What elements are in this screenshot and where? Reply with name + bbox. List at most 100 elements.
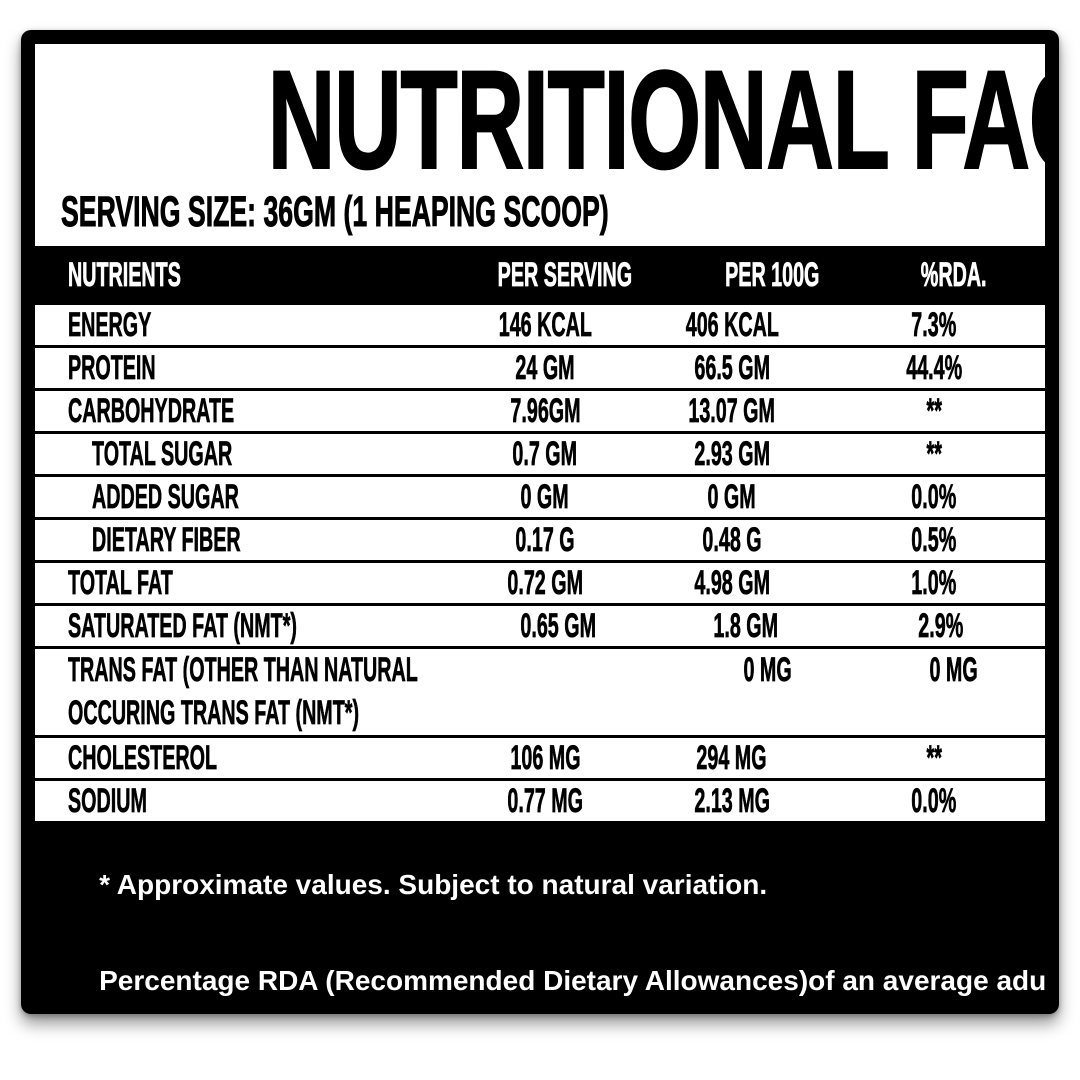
per-100g-value: 294 MG: [696, 738, 768, 777]
table-row: TOTAL FAT 0.72 GM 4.98 GM 1.0%: [35, 563, 1045, 606]
per-100g-cell: 0 GM: [641, 477, 823, 517]
per-100g-cell: 0 MG: [863, 649, 1045, 692]
per-100g-cell: 0.48 G: [641, 520, 823, 560]
nutrient-name: SATURATED FAT (NMT*): [68, 606, 297, 645]
per-serving-value: 0 GM: [520, 477, 570, 516]
per-serving-value: 7.96GM: [509, 391, 581, 430]
per-100g-cell: 294 MG: [641, 738, 823, 778]
rda-value: 0.0%: [911, 781, 957, 820]
header-label-rda: %RDA.: [920, 256, 987, 295]
header-cell-per-100g: PER 100G: [681, 256, 863, 295]
rda-cell: **: [823, 434, 1045, 474]
rda-value: 2.9%: [918, 606, 964, 645]
nutrient-name: PROTEIN: [68, 348, 156, 387]
per-100g-value: 2.13 MG: [694, 781, 770, 820]
nutrient-name: CARBOHYDRATE: [68, 391, 235, 430]
per-serving-cell: 0.77 MG: [449, 781, 641, 821]
serving-size-text: SERVING SIZE: 36GM (1 HEAPING SCOOP): [61, 188, 609, 237]
per-100g-value: 13.07 GM: [688, 391, 776, 430]
nutrient-name: ADDED SUGAR: [92, 477, 239, 516]
rda-cell: 0.0%: [1045, 649, 1046, 692]
table-row: PROTEIN 24 GM 66.5 GM 44.4%: [35, 348, 1045, 391]
per-serving-value: 0 MG: [742, 651, 792, 690]
per-serving-cell: 0 GM: [449, 477, 641, 517]
nutrient-name-cell: CHOLESTEROL: [35, 738, 449, 778]
table-row: SODIUM 0.77 MG 2.13 MG 0.0%: [35, 781, 1045, 824]
per-100g-value: 1.8 GM: [713, 606, 778, 645]
table-row: TOTAL SUGAR 0.7 GM 2.93 GM **: [35, 434, 1045, 477]
nutrient-name-cell: TOTAL FAT: [35, 563, 449, 603]
per-100g-cell: 2.93 GM: [641, 434, 823, 474]
nutrient-name-cell: CARBOHYDRATE: [35, 391, 449, 431]
header-cell-nutrients: NUTRIENTS: [35, 256, 449, 295]
per-100g-value: 0 GM: [707, 477, 757, 516]
per-serving-value: 0.65 GM: [520, 606, 597, 645]
table-body: ENERGY 146 KCAL 406 KCAL 7.3% PROTEIN 24…: [35, 305, 1045, 824]
nutrient-name-cell: ADDED SUGAR: [35, 477, 449, 517]
per-serving-cell: 0.72 GM: [449, 563, 641, 603]
nutrient-name-cell: SATURATED FAT (NMT*): [35, 606, 463, 646]
per-serving-value: 24 GM: [515, 348, 575, 387]
per-serving-cell: 7.96GM: [449, 391, 641, 431]
header-label-per-serving: PER SERVING: [497, 256, 633, 295]
per-serving-value: 0.17 G: [515, 520, 575, 559]
per-100g-cell: 4.98 GM: [641, 563, 823, 603]
rda-value: **: [926, 434, 942, 473]
table-row: DIETARY FIBER 0.17 G 0.48 G 0.5%: [35, 520, 1045, 563]
nutrition-label: NUTRITIONAL FACTS SERVING SIZE: 36GM (1 …: [21, 30, 1059, 1014]
per-serving-cell: 0.65 GM: [463, 606, 655, 646]
rda-value: 7.3%: [911, 305, 957, 344]
per-serving-cell: 106 MG: [449, 738, 641, 778]
per-serving-value: 0.7 GM: [512, 434, 578, 473]
nutrient-name: TOTAL SUGAR: [92, 434, 233, 473]
footnote-text: * Approximate values. Subject to natural…: [99, 869, 768, 900]
per-100g-value: 0.48 G: [702, 520, 762, 559]
rda-value: **: [926, 738, 942, 777]
table-row: CARBOHYDRATE 7.96GM 13.07 GM **: [35, 391, 1045, 434]
nutrient-name-cell: TOTAL SUGAR: [35, 434, 449, 474]
nutrient-name-cell: PROTEIN: [35, 348, 449, 388]
per-100g-value: 4.98 GM: [694, 563, 770, 602]
per-100g-cell: 406 KCAL: [641, 305, 823, 345]
per-100g-cell: 66.5 GM: [641, 348, 823, 388]
header-cell-per-serving: PER SERVING: [449, 256, 681, 295]
nutrient-name: TRANS FAT (OTHER THAN NATURAL OCCURING T…: [68, 651, 418, 733]
header-label-per-100g: PER 100G: [724, 256, 819, 295]
table-row: ENERGY 146 KCAL 406 KCAL 7.3%: [35, 305, 1045, 348]
per-serving-cell: 0 MG: [671, 649, 863, 692]
nutrient-name: ENERGY: [68, 305, 152, 344]
nutrient-name-cell: DIETARY FIBER: [35, 520, 449, 560]
label-title-wrap: NUTRITIONAL FACTS: [35, 49, 1045, 191]
per-100g-value: 2.93 GM: [694, 434, 770, 473]
rda-value: 44.4%: [905, 348, 962, 387]
header-label-nutrients: NUTRIENTS: [68, 256, 181, 295]
rda-value: **: [926, 391, 942, 430]
nutrient-name: SODIUM: [68, 781, 147, 820]
per-serving-cell: 0.17 G: [449, 520, 641, 560]
rda-cell: 0.0%: [823, 477, 1045, 517]
per-100g-value: 66.5 GM: [694, 348, 770, 387]
per-100g-value: 406 KCAL: [685, 305, 779, 344]
header-cell-rda: %RDA.: [863, 256, 1045, 295]
footnote-line: Percentage RDA (Recommended Dietary Allo…: [68, 933, 1045, 1000]
table-row: TRANS FAT (OTHER THAN NATURAL OCCURING T…: [35, 649, 1045, 738]
table-row: ADDED SUGAR 0 GM 0 GM 0.0%: [35, 477, 1045, 520]
rda-cell: 2.9%: [836, 606, 1045, 646]
table-header-row: NUTRIENTS PER SERVING PER 100G %RDA.: [35, 246, 1045, 305]
rda-value: 0.0%: [911, 477, 957, 516]
rda-cell: 0.0%: [823, 781, 1045, 821]
serving-info-row: SERVING SIZE: 36GM (1 HEAPING SCOOP) SER…: [35, 188, 1045, 237]
per-100g-cell: 2.13 MG: [641, 781, 823, 821]
nutrient-name-cell: ENERGY: [35, 305, 449, 345]
rda-cell: 1.0%: [823, 563, 1045, 603]
nutrient-name: DIETARY FIBER: [92, 520, 241, 559]
per-serving-cell: 146 KCAL: [449, 305, 641, 345]
table-row: CHOLESTEROL 106 MG 294 MG **: [35, 738, 1045, 781]
rda-cell: 7.3%: [823, 305, 1045, 345]
per-100g-cell: 1.8 GM: [655, 606, 837, 646]
footnotes-section: * Approximate values. Subject to natural…: [35, 824, 1045, 1000]
rda-cell: **: [823, 391, 1045, 431]
nutrient-name-cell: SODIUM: [35, 781, 449, 821]
footnote-line: * Approximate values. Subject to natural…: [68, 837, 1025, 933]
rda-cell: 0.5%: [823, 520, 1045, 560]
